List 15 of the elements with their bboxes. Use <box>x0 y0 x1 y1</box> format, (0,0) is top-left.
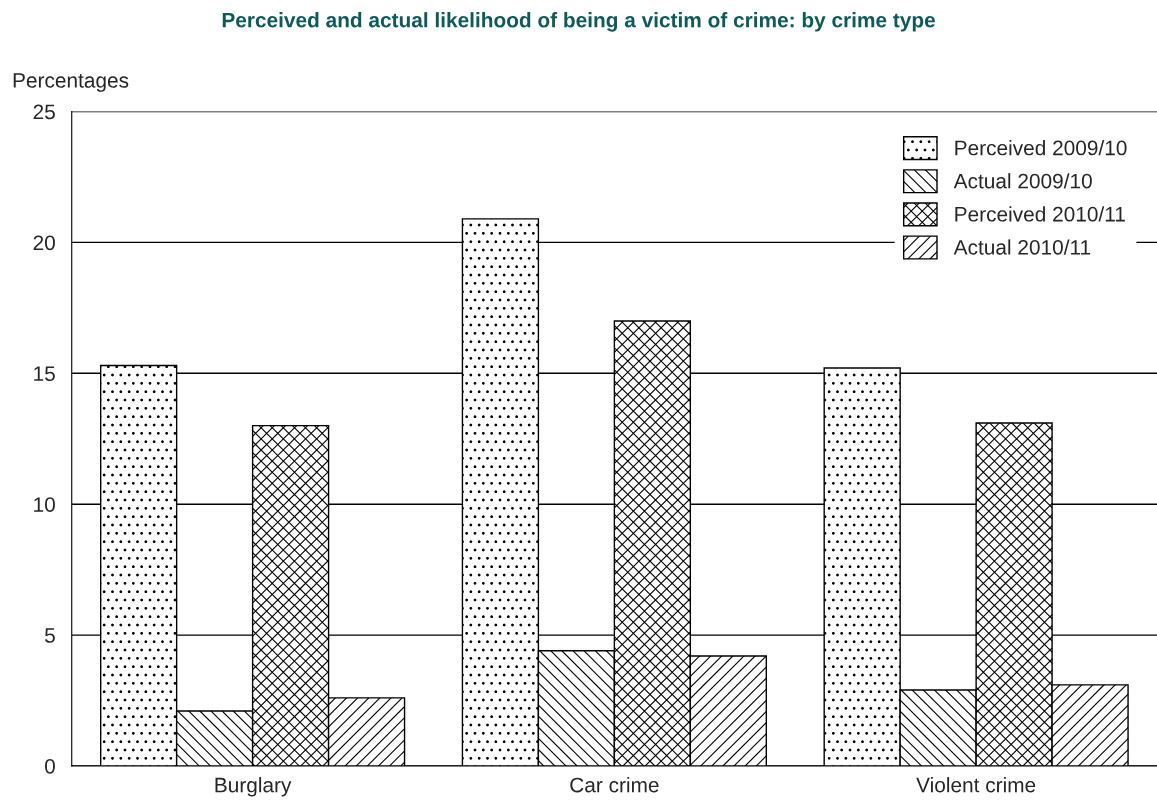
y-axis-title: Percentages <box>13 73 129 92</box>
chart-title: Perceived and actual likelihood of being a victim of crime: by crime type <box>222 12 935 32</box>
legend-label: Perceived 2009/10 <box>955 140 1127 156</box>
y-tick-label: 10 <box>34 497 55 512</box>
y-tick-label: 20 <box>33 235 55 251</box>
x-tick-label: Car crime <box>570 777 659 793</box>
x-tick-label: Violent crime <box>916 777 1036 793</box>
legend-label: Perceived 2010/11 <box>955 206 1125 222</box>
y-tick-label: 5 <box>45 628 55 643</box>
y-tick-label: 0 <box>44 758 55 774</box>
legend-label: Actual 2010/11 <box>953 239 1091 255</box>
y-tick-label: 15 <box>34 366 55 382</box>
y-tick-label: 25 <box>33 104 55 120</box>
legend-label: Actual 2009/10 <box>953 173 1092 189</box>
x-tick-label: Burglary <box>215 777 292 797</box>
